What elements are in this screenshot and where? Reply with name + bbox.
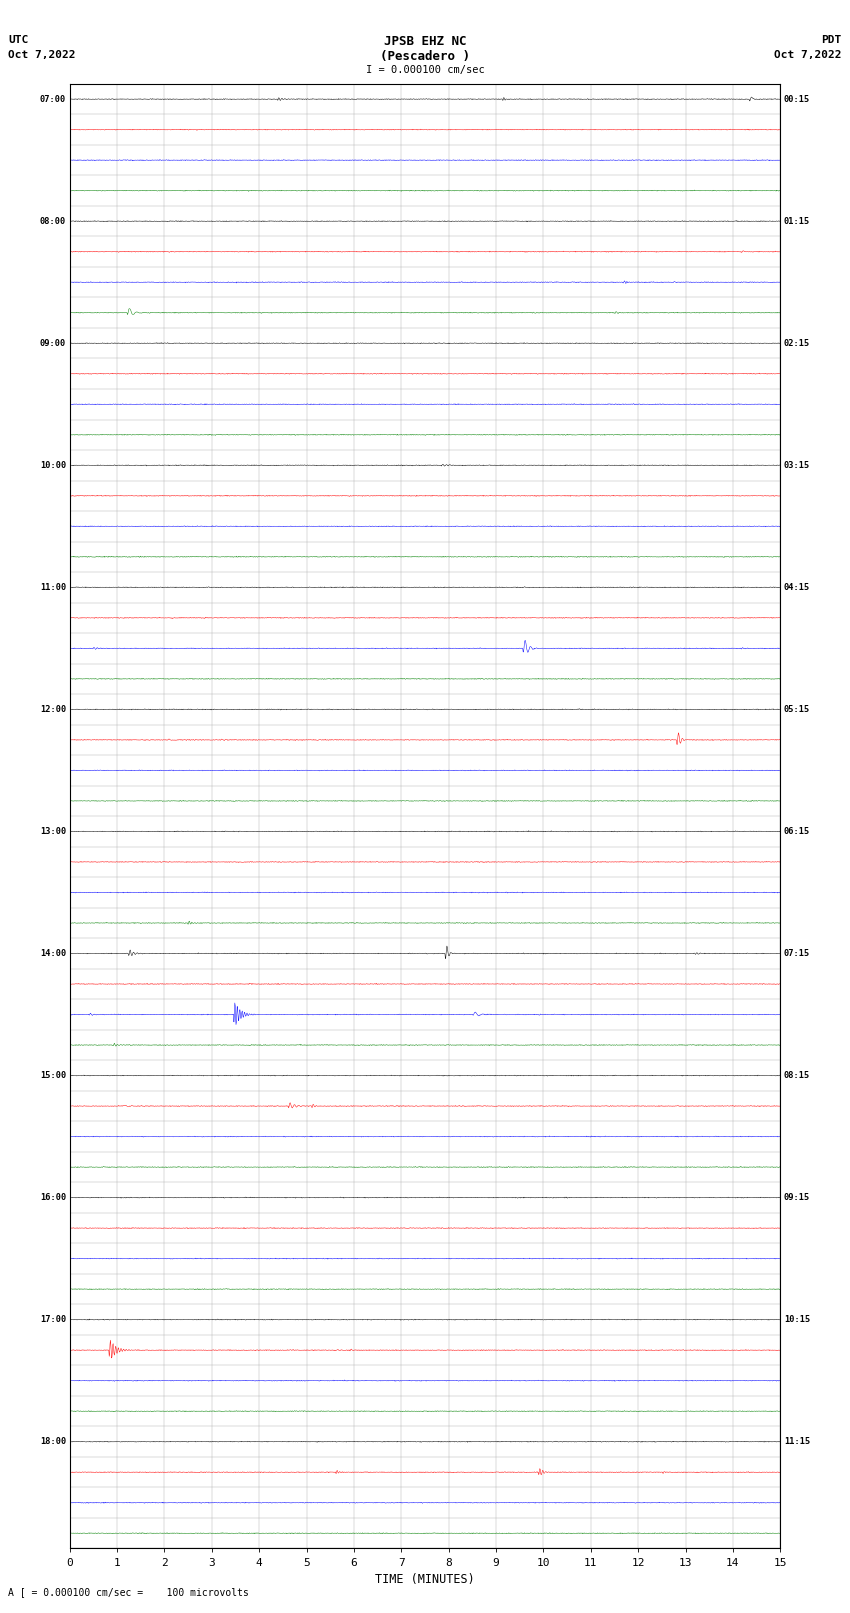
Text: 15:00: 15:00 xyxy=(40,1071,66,1081)
Text: 17:00: 17:00 xyxy=(40,1315,66,1324)
Text: 01:15: 01:15 xyxy=(784,216,810,226)
Text: JPSB EHZ NC: JPSB EHZ NC xyxy=(383,35,467,48)
Text: 11:15: 11:15 xyxy=(784,1437,810,1447)
Text: Oct 7,2022: Oct 7,2022 xyxy=(774,50,842,60)
Text: 18:00: 18:00 xyxy=(40,1437,66,1447)
Text: 10:15: 10:15 xyxy=(784,1315,810,1324)
Text: 08:00: 08:00 xyxy=(40,216,66,226)
Text: 14:00: 14:00 xyxy=(40,948,66,958)
Text: 07:00: 07:00 xyxy=(40,95,66,103)
Text: 12:00: 12:00 xyxy=(40,705,66,715)
Text: 00:15: 00:15 xyxy=(784,95,810,103)
Text: 08:15: 08:15 xyxy=(784,1071,810,1081)
X-axis label: TIME (MINUTES): TIME (MINUTES) xyxy=(375,1573,475,1586)
Text: PDT: PDT xyxy=(821,35,842,45)
Text: Oct 7,2022: Oct 7,2022 xyxy=(8,50,76,60)
Text: 09:15: 09:15 xyxy=(784,1194,810,1202)
Text: 05:15: 05:15 xyxy=(784,705,810,715)
Text: 13:00: 13:00 xyxy=(40,827,66,836)
Text: 02:15: 02:15 xyxy=(784,339,810,348)
Text: 06:15: 06:15 xyxy=(784,827,810,836)
Text: (Pescadero ): (Pescadero ) xyxy=(380,50,470,63)
Text: UTC: UTC xyxy=(8,35,29,45)
Text: 04:15: 04:15 xyxy=(784,582,810,592)
Text: 09:00: 09:00 xyxy=(40,339,66,348)
Text: 16:00: 16:00 xyxy=(40,1194,66,1202)
Text: I = 0.000100 cm/sec: I = 0.000100 cm/sec xyxy=(366,65,484,74)
Text: 10:00: 10:00 xyxy=(40,461,66,469)
Text: 03:15: 03:15 xyxy=(784,461,810,469)
Text: 07:15: 07:15 xyxy=(784,948,810,958)
Text: A [ = 0.000100 cm/sec =    100 microvolts: A [ = 0.000100 cm/sec = 100 microvolts xyxy=(8,1587,249,1597)
Text: 11:00: 11:00 xyxy=(40,582,66,592)
